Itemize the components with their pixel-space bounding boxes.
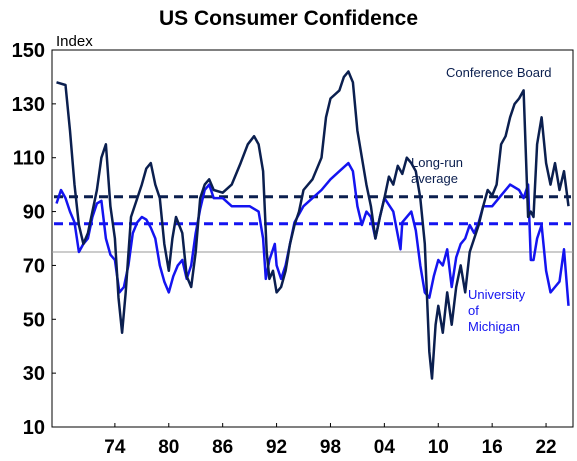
annotation-long-run-average: Long-run average (411, 155, 467, 186)
x-tick-label: 98 (320, 437, 341, 458)
y-tick-label: 130 (12, 94, 45, 116)
y-tick-label: 110 (13, 148, 45, 170)
x-tick-label: 16 (482, 437, 503, 458)
y-tick-label: 70 (23, 255, 45, 277)
annotation-conference-board: Conference Board (446, 65, 552, 80)
y-tick-label: 50 (23, 309, 45, 331)
annotation-umich-line-3: Michigan (468, 319, 520, 334)
x-tick-label: 80 (158, 437, 179, 458)
annotation-umich-line-2: of (468, 303, 479, 318)
annotation-long-run-average-line-1: Long-run (411, 155, 463, 170)
plot-area (51, 49, 574, 428)
x-tick-label: 74 (104, 437, 126, 458)
x-axis: 74 80 86 92 98 04 10 16 22 (104, 423, 557, 458)
y-tick-label: 150 (12, 40, 45, 62)
series-line-conference-board (56, 70, 570, 380)
x-tick-label: 10 (428, 437, 449, 458)
y-tick-label: 10 (23, 417, 45, 439)
annotation-university-of-michigan: University of Michigan (468, 287, 529, 334)
x-tick-label: 22 (535, 437, 556, 458)
plot-frame (51, 49, 574, 428)
annotation-long-run-average-line-2: average (411, 171, 458, 186)
y-axis: 150 130 110 90 70 50 30 10 (12, 40, 56, 439)
x-tick-label: 86 (212, 437, 233, 458)
y-tick-label: 30 (23, 363, 45, 385)
x-tick-label: 92 (266, 437, 287, 458)
y-axis-label: Index (56, 33, 93, 50)
x-tick-label: 04 (374, 437, 396, 458)
y-tick-label: 90 (23, 202, 45, 224)
annotation-umich-line-1: University (468, 287, 526, 302)
series-line-university-of-michigan (55, 161, 570, 306)
chart-title: US Consumer Confidence (159, 7, 418, 30)
